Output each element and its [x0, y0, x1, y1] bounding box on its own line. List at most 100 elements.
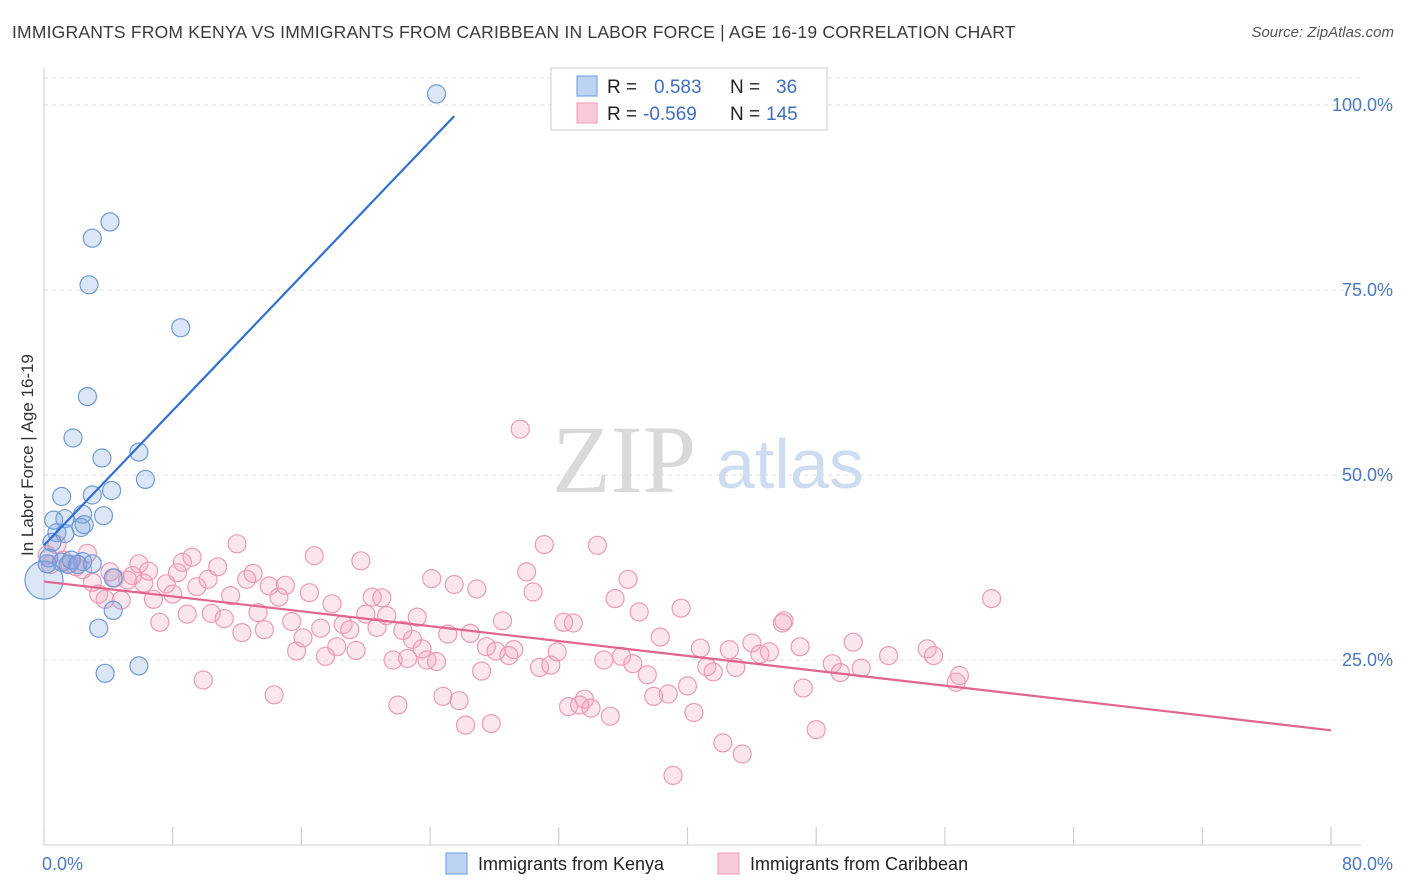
kenya-point: [103, 600, 123, 621]
caribbean-point: [433, 686, 453, 706]
caribbean-point: [467, 579, 487, 599]
caribbean-point: [644, 686, 664, 706]
x-tick-label-min: 0.0%: [42, 854, 83, 874]
kenya-point: [79, 275, 99, 295]
caribbean-series-label: Immigrants from Caribbean: [750, 854, 968, 874]
caribbean-point: [383, 650, 403, 670]
caribbean-point: [618, 569, 638, 589]
kenya-point: [101, 480, 122, 501]
caribbean-point: [275, 575, 295, 595]
caribbean-r-label: R =: [607, 104, 637, 125]
caribbean-point: [460, 623, 480, 644]
kenya-point: [82, 228, 102, 248]
kenya-point: [89, 618, 109, 638]
caribbean-point: [282, 611, 302, 632]
caribbean-point: [412, 639, 432, 659]
watermark-zip: ZIP: [552, 406, 696, 513]
caribbean-point: [177, 604, 197, 624]
caribbean-point: [510, 419, 530, 439]
caribbean-legend-swatch: [576, 102, 598, 124]
kenya-point: [92, 448, 112, 468]
caribbean-point: [981, 588, 1002, 609]
caribbean-point: [663, 765, 683, 786]
kenya-point: [426, 84, 447, 104]
caribbean-point: [455, 715, 476, 735]
kenya-point: [68, 554, 88, 575]
caribbean-point: [422, 568, 442, 589]
caribbean-point: [311, 618, 331, 638]
caribbean-point: [713, 733, 733, 753]
caribbean-point: [534, 534, 554, 555]
kenya-point: [129, 442, 149, 462]
caribbean-point: [581, 698, 601, 718]
kenya-point: [63, 428, 83, 448]
chart-title: IMMIGRANTS FROM KENYA VS IMMIGRANTS FROM…: [12, 22, 1016, 42]
caribbean-point: [949, 665, 970, 686]
caribbean-point: [504, 639, 524, 660]
caribbean-point: [658, 684, 678, 704]
caribbean-point: [426, 651, 447, 672]
x-tick-label-max: 80.0%: [1342, 854, 1393, 874]
caribbean-point: [790, 637, 810, 657]
kenya-n-value: 36: [776, 77, 797, 98]
caribbean-point: [327, 637, 347, 657]
caribbean-point: [623, 654, 643, 674]
caribbean-point: [167, 563, 188, 583]
caribbean-point: [806, 719, 826, 740]
kenya-point: [135, 469, 155, 489]
caribbean-point: [122, 565, 143, 586]
caribbean-point: [563, 613, 583, 633]
caribbean-point: [677, 676, 698, 696]
caribbean-point: [243, 563, 263, 584]
caribbean-point: [388, 695, 408, 715]
caribbean-point: [793, 678, 813, 698]
caribbean-point: [208, 557, 228, 577]
caribbean-point: [254, 620, 274, 640]
caribbean-point: [299, 583, 319, 603]
kenya-legend-swatch: [576, 75, 598, 97]
caribbean-point: [150, 612, 170, 632]
caribbean-points: [37, 419, 1002, 786]
caribbean-n-label: N =: [730, 104, 760, 125]
tick-labels: 25.0% 50.0% 75.0% 100.0% 0.0% 80.0%: [42, 95, 1393, 874]
caribbean-point: [637, 665, 657, 685]
caribbean-point: [472, 661, 492, 681]
kenya-trend-line: [43, 115, 456, 547]
caribbean-point: [843, 632, 863, 652]
caribbean-point: [139, 561, 159, 581]
caribbean-point: [269, 587, 289, 607]
kenya-point: [103, 568, 123, 588]
caribbean-point: [492, 611, 513, 631]
kenya-point: [37, 554, 57, 574]
trend-lines: [43, 115, 1332, 732]
caribbean-point: [759, 642, 780, 662]
caribbean-point: [671, 598, 691, 618]
caribbean-point: [444, 574, 464, 595]
y-axis-title: In Labor Force | Age 16-19: [18, 354, 37, 556]
caribbean-point: [878, 645, 899, 666]
y-tick-label: 100.0%: [1332, 95, 1393, 115]
caribbean-point: [600, 706, 620, 726]
axes: [43, 68, 1361, 846]
caribbean-point: [163, 584, 183, 604]
caribbean-point: [917, 639, 937, 659]
caribbean-point: [605, 588, 625, 609]
caribbean-point: [89, 584, 109, 604]
caribbean-point: [293, 628, 313, 648]
caribbean-point: [523, 582, 543, 602]
kenya-point: [129, 656, 149, 676]
caribbean-point: [732, 744, 752, 764]
caribbean-point: [232, 622, 252, 643]
y-tick-label: 25.0%: [1342, 650, 1393, 670]
stats-legend: R = 0.583 N = 36 R = -0.569 N = 145: [550, 67, 828, 131]
kenya-point: [93, 506, 114, 526]
caribbean-point: [417, 650, 437, 670]
caribbean-point: [402, 629, 422, 649]
kenya-series-label: Immigrants from Kenya: [478, 854, 665, 874]
caribbean-point: [259, 576, 279, 596]
caribbean-point: [690, 638, 711, 658]
caribbean-point: [95, 589, 115, 609]
caribbean-point: [398, 648, 418, 669]
caribbean-point: [322, 594, 342, 614]
caribbean-point: [221, 585, 241, 606]
